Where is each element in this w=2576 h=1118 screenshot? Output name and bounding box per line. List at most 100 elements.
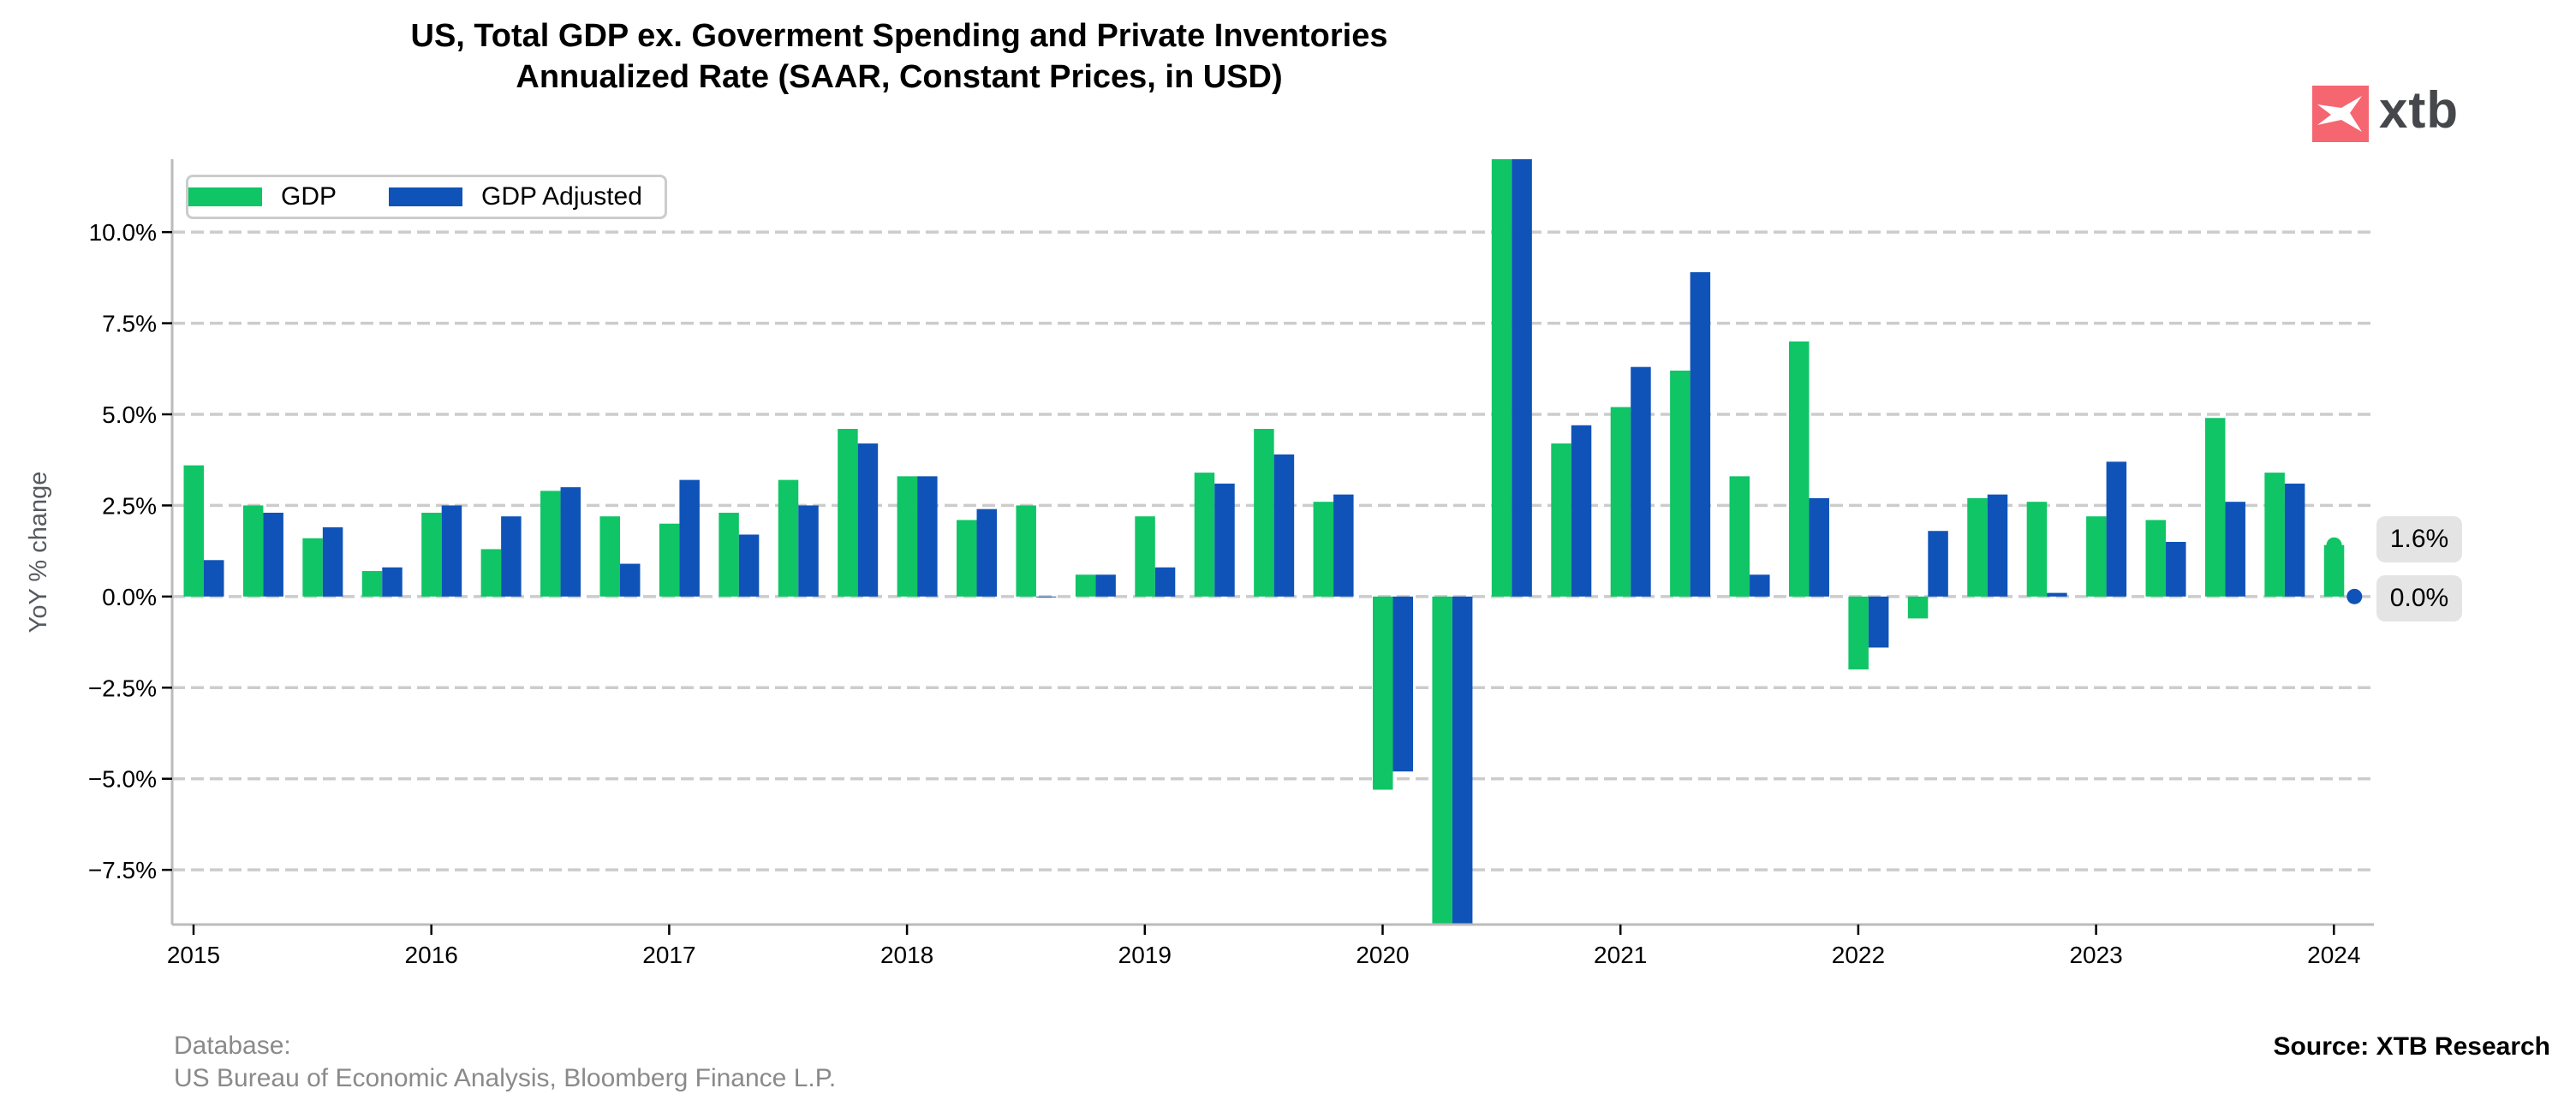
- x-tick-label: 2022: [1832, 942, 1885, 968]
- bars: [183, 159, 2305, 925]
- bar-gdp-2022Q4: [2026, 502, 2048, 597]
- legend-swatch-gdp: [188, 187, 262, 206]
- x-tick-label: 2017: [642, 942, 695, 968]
- title-line-2: Annualized Rate (SAAR, Constant Prices, …: [516, 59, 1283, 95]
- x-tick-label: 2016: [405, 942, 458, 968]
- y-axis-label: YoY % change: [25, 472, 52, 633]
- axes: [170, 159, 2374, 926]
- x-tick-label: 2019: [1118, 942, 1172, 968]
- bar-gdp-2015Q1: [183, 465, 204, 597]
- x-ticks: 2015 2016 2017 2018 2019 2020 2021 2022 2023 2024: [167, 925, 2360, 968]
- bar-gdp-2017Q2: [719, 512, 739, 597]
- y-tick-label: 7.5%: [102, 311, 157, 337]
- bar-gdp-2017Q4: [838, 429, 858, 597]
- y-tick-label: 5.0%: [102, 401, 157, 428]
- y-tick-label: 2.5%: [102, 492, 157, 519]
- bar-gdp-2022Q1: [1848, 596, 1869, 669]
- bar-gdp-adjusted-2022Q3: [1987, 494, 2008, 597]
- bar-gdp-2018Q3: [1016, 505, 1036, 597]
- bar-gdp-adjusted-2020Q3: [1512, 159, 1532, 597]
- bar-gdp-adjusted-2016Q4: [619, 563, 641, 597]
- marker-gdp-adjusted-last: [2346, 588, 2363, 604]
- end-label-gdp-adjusted: 0.0%: [2376, 575, 2462, 621]
- legend-label-gdp-adjusted: GDP Adjusted: [481, 182, 642, 211]
- bar-gdp-adjusted-2017Q3: [798, 505, 819, 597]
- bar-gdp-adjusted-2016Q2: [501, 516, 522, 597]
- y-tick-label: −2.5%: [88, 675, 157, 701]
- xtb-x-icon: [2312, 86, 2369, 142]
- bar-gdp-2016Q2: [480, 549, 502, 597]
- bar-gdp-adjusted-2015Q4: [382, 567, 402, 597]
- bar-gdp-adjusted-2018Q3: [1035, 596, 1057, 598]
- x-tick-label: 2023: [2069, 942, 2122, 968]
- y-ticks: −7.5% −5.0% −2.5% 0.0% 2.5% 5.0% 7.5% 10.0%: [88, 219, 172, 883]
- x-tick-label: 2020: [1356, 942, 1409, 968]
- bar-gdp-2016Q3: [540, 491, 561, 597]
- bar-gdp-2019Q2: [1194, 473, 1215, 597]
- bar-gdp-2021Q1: [1610, 407, 1631, 597]
- bar-gdp-2020Q1: [1373, 596, 1393, 790]
- bar-gdp-2018Q1: [897, 476, 918, 597]
- bar-gdp-2018Q2: [957, 520, 977, 597]
- legend: GDP GDP Adjusted: [186, 175, 667, 219]
- x-tick-label: 2018: [880, 942, 933, 968]
- bar-gdp-2017Q3: [778, 479, 799, 597]
- bar-gdp-2022Q2: [1907, 596, 1929, 619]
- bar-gdp-adjusted-2015Q1: [204, 560, 224, 597]
- bar-gdp-adjusted-2015Q3: [322, 526, 343, 597]
- bar-gdp-adjusted-2022Q1: [1868, 596, 1889, 648]
- bar-gdp-adjusted-2022Q4: [2047, 592, 2067, 597]
- bar-gdp-adjusted-2021Q1: [1631, 366, 1651, 597]
- bar-gdp-adjusted-2020Q1: [1392, 596, 1413, 772]
- legend-swatch-gdp-adjusted: [389, 187, 462, 206]
- bar-gdp-adjusted-2019Q4: [1333, 494, 1354, 597]
- bar-gdp-adjusted-2021Q2: [1690, 271, 1711, 597]
- database-sources: US Bureau of Economic Analysis, Bloomber…: [174, 1064, 837, 1092]
- bar-gdp-2015Q3: [302, 538, 323, 597]
- bar-gdp-adjusted-2019Q2: [1214, 483, 1235, 597]
- bar-gdp-2023Q2: [2145, 520, 2167, 597]
- bar-gdp-2021Q3: [1729, 476, 1750, 597]
- legend-item-gdp-adjusted: GDP Adjusted: [389, 177, 642, 217]
- title-line-1: US, Total GDP ex. Goverment Spending and…: [410, 18, 1388, 54]
- bar-gdp-adjusted-2023Q4: [2284, 483, 2305, 597]
- y-tick-label: −5.0%: [88, 766, 157, 793]
- bar-gdp-adjusted-2022Q2: [1928, 531, 1948, 597]
- logo-text: xtb: [2379, 81, 2459, 139]
- bar-gdp-2017Q1: [659, 523, 680, 597]
- legend-item-gdp: GDP: [188, 177, 337, 217]
- bar-gdp-adjusted-2018Q2: [976, 508, 998, 597]
- bar-gdp-2023Q3: [2204, 418, 2226, 597]
- x-tick-label: 2024: [2307, 942, 2360, 968]
- bar-gdp-2015Q2: [242, 505, 264, 597]
- y-tick-label: −7.5%: [88, 857, 157, 883]
- end-label-gdp: 1.6%: [2376, 516, 2462, 562]
- y-tick-label: 10.0%: [89, 219, 157, 246]
- bar-gdp-2019Q3: [1254, 429, 1274, 597]
- chart-title: US, Total GDP ex. Goverment Spending and…: [0, 15, 1798, 98]
- bar-gdp-adjusted-2017Q1: [679, 479, 700, 597]
- bar-gdp-2016Q4: [599, 516, 620, 597]
- bar-gdp-adjusted-2023Q3: [2225, 502, 2245, 597]
- bar-gdp-adjusted-2019Q1: [1154, 567, 1176, 597]
- bar-gdp-2020Q4: [1551, 443, 1571, 597]
- x-tick-label: 2021: [1594, 942, 1647, 968]
- bar-gdp-2021Q2: [1670, 370, 1690, 597]
- database-note: Database: US Bureau of Economic Analysis…: [174, 1030, 836, 1095]
- bar-gdp-2019Q4: [1313, 502, 1334, 597]
- bar-gdp-2024Q1: [2323, 544, 2345, 597]
- bar-gdp-adjusted-2019Q3: [1273, 454, 1295, 597]
- bar-gdp-adjusted-2020Q4: [1571, 425, 1592, 597]
- bar-gdp-adjusted-2023Q1: [2106, 461, 2127, 597]
- bar-gdp-adjusted-2021Q3: [1750, 574, 1770, 597]
- bar-gdp-adjusted-2023Q2: [2166, 542, 2186, 597]
- bar-gdp-2019Q1: [1135, 516, 1155, 597]
- bar-gdp-adjusted-2016Q1: [441, 505, 462, 597]
- bar-gdp-2020Q3: [1491, 159, 1512, 597]
- legend-label-gdp: GDP: [281, 182, 337, 211]
- bar-gdp-adjusted-2021Q4: [1809, 497, 1829, 597]
- bar-gdp-2020Q2: [1432, 596, 1452, 925]
- bar-gdp-2021Q4: [1788, 341, 1810, 597]
- bar-gdp-adjusted-2017Q4: [857, 443, 879, 597]
